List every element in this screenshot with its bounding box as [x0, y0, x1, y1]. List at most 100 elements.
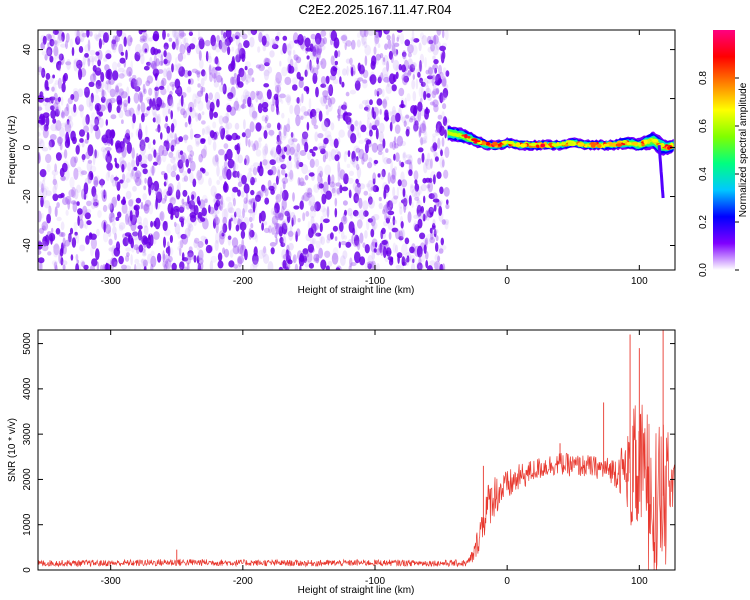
noise-speckle	[137, 103, 141, 111]
noise-speckle	[299, 200, 304, 210]
signal-hotspot	[626, 142, 632, 145]
signal-hotspot	[515, 143, 521, 148]
noise-speckle	[310, 215, 315, 227]
noise-speckle	[271, 221, 276, 229]
noise-speckle	[88, 119, 96, 127]
noise-speckle	[197, 252, 201, 261]
colorbar-tick-label: 0.2	[698, 215, 709, 229]
noise-speckle	[214, 214, 218, 223]
noise-speckle	[196, 242, 201, 251]
noise-speckle	[100, 71, 105, 83]
noise-speckle	[150, 184, 155, 193]
noise-speckle	[262, 145, 269, 156]
noise-speckle	[184, 121, 188, 128]
noise-speckle	[321, 120, 329, 132]
noise-speckle	[70, 94, 75, 100]
noise-speckle	[177, 106, 182, 111]
noise-speckle	[395, 49, 399, 55]
noise-speckle	[61, 162, 68, 173]
noise-speckle	[358, 139, 365, 144]
noise-speckle	[38, 210, 42, 223]
noise-speckle	[226, 104, 232, 113]
noise-speckle	[322, 181, 329, 194]
noise-speckle	[165, 254, 169, 265]
noise-speckle	[307, 243, 314, 253]
noise-speckle	[130, 221, 137, 232]
noise-speckle	[161, 149, 168, 157]
noise-speckle	[79, 30, 85, 43]
noise-speckle	[328, 157, 332, 162]
noise-speckle	[321, 193, 327, 205]
noise-speckle	[275, 71, 282, 84]
noise-speckle	[416, 199, 420, 204]
noise-speckle	[238, 142, 241, 147]
noise-speckle	[257, 30, 265, 33]
noise-speckle	[118, 222, 126, 230]
noise-speckle	[378, 75, 382, 83]
noise-speckle	[148, 37, 153, 42]
noise-speckle	[79, 218, 84, 229]
noise-speckle	[234, 144, 239, 151]
noise-speckle	[186, 144, 193, 153]
noise-speckle	[231, 33, 235, 42]
noise-speckle	[111, 39, 117, 45]
noise-speckle	[94, 116, 99, 126]
noise-speckle	[423, 90, 427, 101]
noise-speckle	[107, 169, 111, 178]
noise-speckle	[418, 73, 422, 78]
noise-speckle	[227, 46, 231, 56]
noise-speckle	[315, 240, 321, 249]
noise-speckle	[131, 210, 137, 223]
signal-hotspot	[467, 136, 471, 139]
noise-speckle	[261, 184, 266, 192]
noise-speckle	[89, 31, 93, 37]
noise-speckle	[126, 252, 130, 257]
noise-speckle	[371, 265, 375, 270]
noise-speckle	[122, 237, 129, 247]
noise-speckle	[90, 92, 94, 103]
noise-speckle	[91, 124, 96, 131]
noise-speckle	[331, 174, 335, 184]
noise-speckle	[356, 198, 361, 207]
noise-speckle	[226, 39, 230, 48]
signal-hotspot	[592, 142, 598, 146]
noise-speckle	[392, 49, 398, 57]
noise-speckle	[48, 205, 52, 216]
noise-speckle	[308, 172, 315, 177]
noise-speckle	[93, 71, 96, 81]
noise-speckle	[74, 234, 78, 240]
noise-speckle	[241, 174, 247, 185]
noise-speckle	[425, 210, 429, 219]
noise-speckle	[193, 255, 197, 263]
noise-speckle	[267, 261, 274, 270]
noise-speckle	[106, 137, 111, 146]
noise-speckle	[280, 135, 286, 141]
noise-speckle	[188, 157, 192, 162]
noise-speckle	[83, 264, 89, 270]
noise-speckle	[429, 207, 433, 213]
noise-speckle	[258, 63, 264, 70]
noise-speckle	[288, 138, 294, 146]
noise-speckle	[399, 33, 405, 45]
noise-speckle	[278, 266, 283, 270]
noise-speckle	[406, 159, 412, 165]
noise-speckle	[270, 103, 275, 113]
noise-speckle	[181, 198, 185, 205]
noise-speckle	[302, 132, 309, 140]
noise-speckle	[271, 227, 276, 235]
noise-speckle	[305, 64, 309, 77]
noise-speckle	[65, 40, 68, 50]
noise-speckle	[249, 208, 253, 217]
noise-speckle	[65, 32, 70, 43]
noise-speckle	[134, 263, 137, 270]
noise-speckle	[94, 122, 97, 132]
noise-speckle	[300, 105, 307, 113]
noise-speckle	[433, 174, 436, 185]
noise-speckle	[417, 147, 424, 153]
signal-hotspot	[615, 143, 623, 147]
noise-speckle	[323, 80, 328, 90]
noise-speckle	[386, 200, 394, 211]
spectrogram-frame	[37, 29, 676, 271]
noise-speckle	[413, 170, 419, 181]
snr-series-line	[38, 404, 675, 570]
